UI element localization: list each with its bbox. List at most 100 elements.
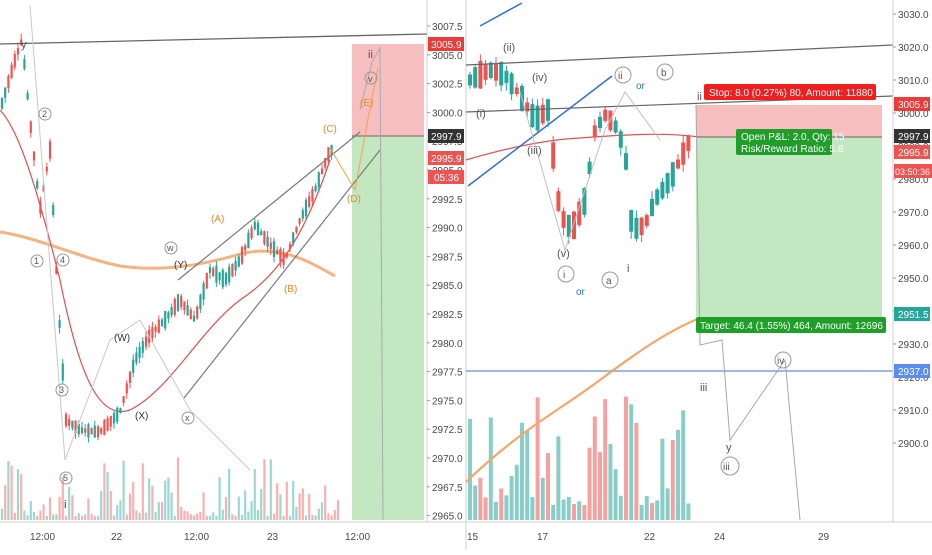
candle-body [681, 142, 686, 165]
volume-bar [301, 488, 304, 520]
right-time-tick-1: 17 [537, 532, 549, 543]
candle-body [292, 232, 295, 244]
volume-bar [231, 514, 234, 520]
stop-label-box[interactable] [704, 84, 876, 100]
right-price-tick-label: 3020.0 [898, 43, 929, 54]
volume-bar [116, 505, 119, 520]
volume-bar [336, 499, 340, 520]
stop-label: Stop: 8.0 (0.27%) 80, Amount: 11880 [709, 88, 873, 99]
r-wave-b: b [661, 68, 667, 79]
volume-bar [629, 404, 634, 520]
volume-bar [330, 515, 333, 520]
candle-body [141, 341, 144, 353]
volume-bar [263, 459, 266, 520]
r-wave-ii-paren: (ii) [503, 42, 515, 54]
volume-bar [603, 399, 608, 520]
left-tag-last [428, 151, 464, 165]
volume-bar [189, 514, 192, 520]
left-panel[interactable]: y ii v (E) (C) (A) (Y) (W) (X) (B) (D) w… [0, 0, 466, 550]
volume-bar [572, 504, 576, 520]
right-projection-1 [519, 91, 661, 252]
volume-bar [598, 451, 602, 520]
left-price-tick-label: 3002.5 [432, 80, 463, 91]
wave-label-W: (W) [114, 333, 130, 344]
volume-bar [269, 459, 272, 520]
volume-bar [494, 501, 498, 520]
candle-body [288, 244, 292, 250]
candle-body [618, 131, 623, 148]
volume-bar [317, 508, 320, 520]
candle-body [52, 204, 55, 216]
right-tag-level [894, 364, 930, 378]
volume-bar [624, 396, 628, 520]
volume-bar [196, 513, 199, 520]
left-wedge-upper [177, 131, 361, 281]
right-reward-zone [696, 137, 882, 317]
right-tag-entry-text: 2997.9 [898, 132, 929, 143]
candle-body [260, 231, 263, 236]
candle-body [48, 141, 52, 159]
candle-body [74, 420, 77, 433]
wave-label-v: v [368, 74, 373, 84]
candle-body [301, 210, 304, 219]
wave-label-y: y [21, 39, 27, 51]
left-time-tick-2: 12:00 [184, 532, 209, 543]
volume-bar [260, 489, 263, 520]
candle-body [87, 424, 90, 438]
r-wave-i-circle: i [563, 270, 565, 281]
left-tag-entry [428, 129, 464, 143]
right-price-tick-label: 2970.0 [898, 208, 929, 219]
candle-body [488, 62, 493, 78]
r-wave-iii-circle: iii [723, 462, 730, 473]
target-label-box[interactable] [696, 317, 886, 333]
candle-body [80, 427, 84, 434]
candle-body [250, 227, 253, 239]
right-panel[interactable]: (ii) (iv) (i) (iii) (v) ii b or i a i or… [465, 0, 932, 550]
wave-label-C: (C) [323, 124, 337, 135]
left-reward-zone [352, 136, 424, 520]
candle-body [167, 312, 170, 319]
volume-bar [74, 515, 77, 520]
volume-bar [250, 500, 253, 520]
volume-bar [71, 495, 74, 520]
r-wave-a: a [606, 276, 612, 287]
wave-label-ii: ii [368, 49, 373, 61]
volume-bar [26, 515, 29, 520]
pnl-label-box[interactable] [736, 129, 832, 155]
volume-bar [36, 515, 39, 520]
volume-bar [151, 485, 154, 520]
candle-body [644, 215, 649, 226]
left-tag-countdown [428, 170, 464, 184]
volume-bar [148, 478, 151, 520]
right-price-tick-label: 2930.0 [898, 340, 929, 351]
left-volume-bars [0, 457, 340, 520]
candle-body [540, 104, 545, 124]
volume-bar [135, 510, 138, 520]
r-wave-circle-iii [720, 456, 740, 476]
r-wave-circle-i [557, 265, 575, 283]
volume-bar [292, 480, 295, 520]
candle-body [483, 64, 488, 80]
volume-bar [180, 506, 183, 520]
volume-bar [90, 514, 93, 520]
right-price-tick-label: 2920.0 [898, 373, 929, 384]
candle-body [279, 248, 282, 262]
volume-bar [608, 443, 613, 520]
left-price-axis[interactable]: 3007.53005.03002.53000.02997.52995.02992… [427, 22, 463, 523]
r-wave-circle-iv [774, 351, 792, 369]
candle-body [135, 352, 138, 363]
candle-body [665, 173, 670, 194]
wave-circle-x [181, 411, 195, 425]
candle-body [4, 87, 7, 98]
candle-body [221, 269, 224, 288]
candle-body [71, 420, 74, 429]
r-wave-y: y [726, 442, 732, 454]
candle-body [556, 191, 561, 211]
right-price-tick-label: 2980.0 [898, 175, 929, 186]
volume-bar [546, 453, 550, 520]
candle-body [183, 301, 186, 311]
volume-bar [52, 514, 55, 520]
volume-bar [154, 511, 157, 520]
left-price-tick-label: 2967.5 [432, 483, 463, 494]
